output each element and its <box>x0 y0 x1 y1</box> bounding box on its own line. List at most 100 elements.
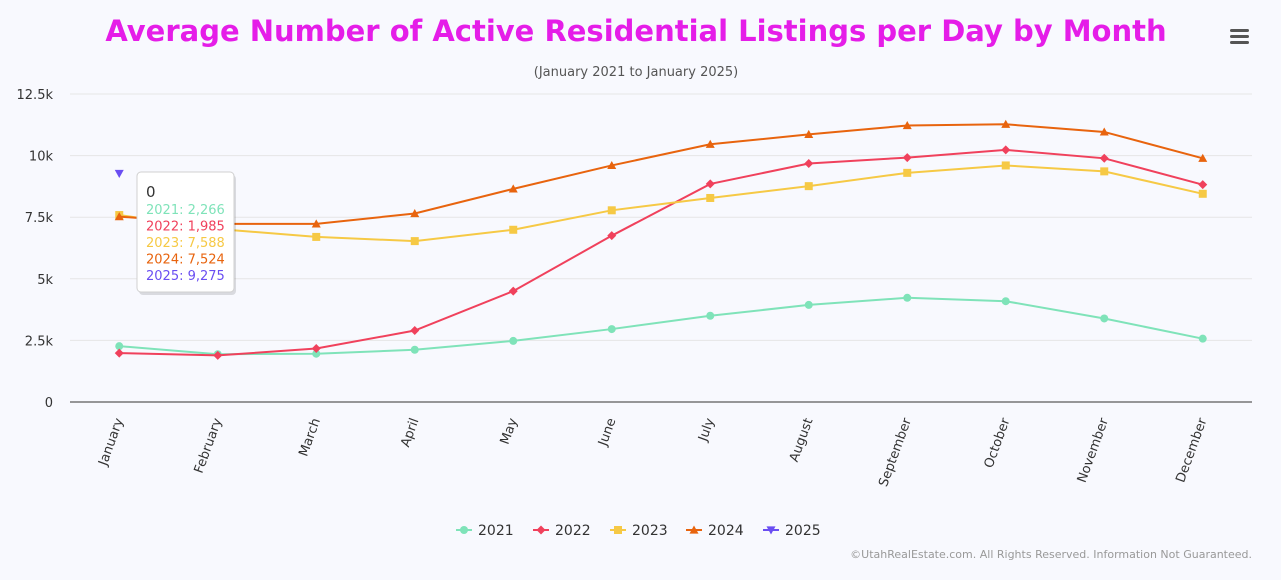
data-point-2024[interactable] <box>311 219 321 228</box>
data-point-2024[interactable] <box>1001 119 1011 128</box>
data-point-2021[interactable] <box>509 336 518 345</box>
data-point-2024[interactable] <box>508 184 518 193</box>
data-point-2023[interactable] <box>706 193 715 202</box>
data-point-2023[interactable] <box>312 232 321 241</box>
legend-label: 2022 <box>555 523 591 539</box>
plot-area <box>114 119 1208 360</box>
legend-item-2023[interactable]: 2023 <box>610 523 668 539</box>
data-point-2024[interactable] <box>705 139 715 148</box>
tooltip-line: 2022: 1,985 <box>146 220 225 235</box>
data-point-2021[interactable] <box>1198 334 1207 343</box>
data-point-2023[interactable] <box>607 206 616 215</box>
y-tick-label: 0 <box>45 396 53 411</box>
y-tick-label: 12.5k <box>17 88 54 103</box>
data-point-2023[interactable] <box>1100 167 1109 176</box>
chart-menu-button[interactable] <box>1224 20 1254 50</box>
y-tick-label: 10k <box>29 150 54 165</box>
data-point-2022[interactable] <box>607 231 617 241</box>
legend-marker[interactable] <box>689 525 699 534</box>
data-point-2025[interactable] <box>114 169 124 178</box>
legend-label: 2021 <box>478 523 514 539</box>
grid-lines <box>70 93 1252 341</box>
data-point-2021[interactable] <box>804 300 813 309</box>
data-point-2023[interactable] <box>1001 161 1010 170</box>
legend-item-2024[interactable]: 2024 <box>686 523 744 539</box>
data-point-2022[interactable] <box>311 344 321 354</box>
hamburger-menu-icon <box>1230 29 1249 44</box>
data-point-2022[interactable] <box>902 153 912 163</box>
x-tick-label: December <box>1173 416 1210 485</box>
series-line-2023 <box>119 164 1203 243</box>
series-2023 <box>115 161 1207 246</box>
data-point-2024[interactable] <box>607 160 617 170</box>
tooltip-line: 2021: 2,266 <box>146 203 225 218</box>
data-point-2021[interactable] <box>1001 297 1010 306</box>
data-point-2023[interactable] <box>804 182 813 191</box>
data-point-2022[interactable] <box>1001 145 1011 155</box>
x-tick-label: January <box>96 416 127 469</box>
tooltip-line: 2025: 9,275 <box>146 269 225 284</box>
y-axis-ticks: 0 2.5k 5k 7.5k 10k 12.5k <box>17 88 54 411</box>
data-point-2023[interactable] <box>410 237 419 246</box>
data-point-2024[interactable] <box>902 121 912 130</box>
legend-item-2021[interactable]: 2021 <box>456 523 514 539</box>
legend-item-2025[interactable]: 2025 <box>763 523 821 539</box>
x-tick-label: February <box>192 416 226 476</box>
data-point-2022[interactable] <box>508 286 518 296</box>
data-point-2024[interactable] <box>804 129 814 139</box>
legend-marker[interactable] <box>614 526 622 534</box>
tooltip-box <box>136 171 235 293</box>
tooltip-line: 2024: 7,524 <box>146 253 225 268</box>
x-tick-label: April <box>398 416 422 449</box>
x-tick-label: July <box>696 416 719 444</box>
x-tick-label: October <box>982 416 1014 471</box>
data-point-2021[interactable] <box>1100 314 1109 323</box>
data-point-2021[interactable] <box>903 293 912 302</box>
data-point-2023[interactable] <box>509 225 518 234</box>
y-tick-label: 2.5k <box>25 334 54 349</box>
x-tick-label: September <box>876 416 915 489</box>
x-tick-label: August <box>787 416 817 464</box>
series-2024 <box>114 119 1208 228</box>
tooltip-header: 0 <box>146 183 156 201</box>
y-tick-label: 7.5k <box>25 211 54 226</box>
data-point-2024[interactable] <box>1099 127 1109 136</box>
data-point-2024[interactable] <box>1198 153 1208 162</box>
data-point-2023[interactable] <box>903 168 912 177</box>
legend-item-2022[interactable]: 2022 <box>533 523 591 539</box>
data-point-2021[interactable] <box>312 349 321 358</box>
data-point-2024[interactable] <box>114 212 124 221</box>
tooltip-line: 2023: 7,588 <box>146 236 225 251</box>
series-line-2021 <box>119 296 1203 356</box>
data-point-2022[interactable] <box>705 179 715 189</box>
data-point-2022[interactable] <box>1099 153 1109 163</box>
data-point-2022[interactable] <box>804 158 814 168</box>
chart-subtitle: (January 2021 to January 2025) <box>534 65 738 80</box>
data-point-2021[interactable] <box>706 311 715 320</box>
y-tick-label: 5k <box>37 273 53 288</box>
data-point-2022[interactable] <box>410 326 420 336</box>
legend-label: 2023 <box>632 523 668 539</box>
data-point-2021[interactable] <box>410 345 419 354</box>
data-point-2024[interactable] <box>410 209 420 218</box>
series-line-2024 <box>119 123 1204 225</box>
x-tick-label: June <box>595 416 619 449</box>
data-point-2022[interactable] <box>114 348 124 358</box>
x-tick-label: March <box>296 416 324 458</box>
legend-marker[interactable] <box>460 526 468 534</box>
series-2025 <box>114 169 124 178</box>
legend-marker[interactable] <box>766 526 776 535</box>
data-point-2022[interactable] <box>213 350 223 360</box>
x-axis-ticks: January February March April May June July Augu… <box>96 416 1211 489</box>
x-tick-label: November <box>1075 416 1112 485</box>
data-point-2021[interactable] <box>607 325 616 334</box>
data-point-2023[interactable] <box>1198 189 1207 198</box>
legend-marker[interactable] <box>536 525 546 535</box>
series-2021 <box>115 293 1207 359</box>
data-point-2022[interactable] <box>1198 180 1208 190</box>
data-point-2021[interactable] <box>115 342 124 351</box>
legend-label: 2025 <box>785 523 821 539</box>
